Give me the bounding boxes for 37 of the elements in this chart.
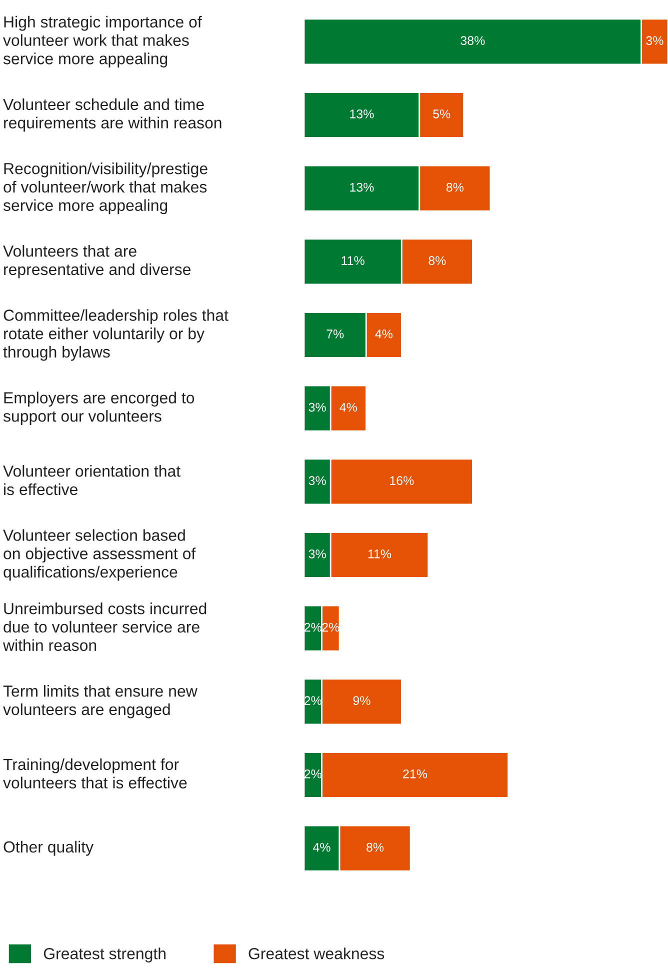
data-label: 3% <box>646 36 664 46</box>
y-tick-label: Volunteer orientation that is effective <box>3 465 180 496</box>
data-label: 13% <box>350 110 374 118</box>
y-tick-label: Volunteer schedule and time requirements are within reason <box>3 98 222 132</box>
y-tick-label: Term limits that ensure new volunteers are engaged <box>3 685 198 718</box>
y-tick-label: Volunteer selection based on objective assessment of qualifications/experience <box>3 529 196 581</box>
data-label: 8% <box>366 842 384 852</box>
y-tick-label: Volunteers that are representative and diverse <box>3 245 191 278</box>
y-tick-label: Other quality <box>4 840 94 856</box>
data-label: 16% <box>390 476 414 486</box>
data-label: 9% <box>353 696 370 706</box>
data-label: 3% <box>308 476 326 486</box>
data-label: 21% <box>403 770 428 778</box>
data-label: 8% <box>428 256 446 266</box>
data-label: 4% <box>313 842 330 852</box>
data-label: 2% <box>304 696 322 705</box>
data-label: 7% <box>326 330 344 338</box>
data-label: 4% <box>375 330 392 338</box>
y-tick-label: Employers are encorged to support our volunteers <box>3 392 194 425</box>
data-label: 11% <box>368 550 392 558</box>
data-label: 8% <box>446 182 464 192</box>
data-label: 13% <box>350 182 374 192</box>
data-label: 3% <box>308 402 326 412</box>
data-label: 38% <box>460 36 485 46</box>
data-label: 11% <box>342 256 364 265</box>
y-tick-label: High strategic importance of volunteer work that makes service more appealing <box>3 16 202 68</box>
y-tick-label: Committee/leadership roles that rotate either voluntarily or by through bylaws <box>3 309 228 361</box>
data-label: 4% <box>340 402 357 412</box>
y-tick-label: Unreimbursed costs incurred due to volunteer service are within reason <box>2 602 206 651</box>
data-label: 5% <box>433 110 450 118</box>
legend-label: Greatest weakness <box>248 948 384 960</box>
legend-label: Greatest strength <box>44 948 166 962</box>
y-tick-label: Training/development for volunteers that is effective <box>3 758 187 788</box>
y-tick-label: Recognition/visibility/prestige of volunteer/work that makes service more appealing <box>3 162 208 214</box>
data-label: 2% <box>304 770 322 778</box>
data-label: 3% <box>308 550 326 558</box>
data-label: 2% <box>304 622 322 632</box>
